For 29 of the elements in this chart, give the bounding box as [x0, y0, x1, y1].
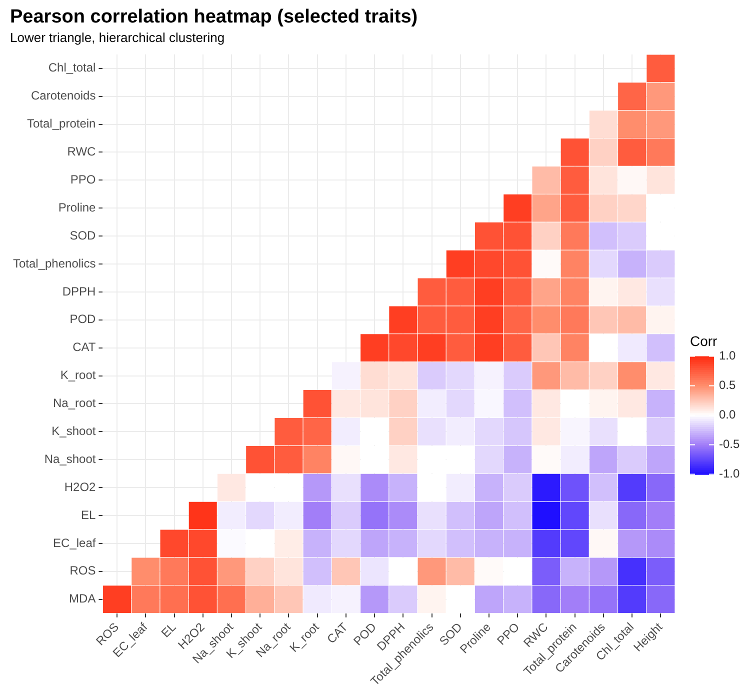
y-tick-label: POD — [70, 312, 96, 326]
color-bar-label: -1.0 — [719, 466, 740, 481]
y-tick-label: Total_protein — [27, 116, 96, 131]
y-tick-label: H2O2 — [64, 480, 96, 494]
color-bar-title: Corr — [690, 333, 718, 350]
color-bar-label: 1.0 — [719, 348, 736, 363]
x-tick-label: EL — [158, 620, 179, 640]
y-tick-label: MDA — [69, 592, 96, 606]
y-tick-label: K_root — [60, 368, 96, 382]
y-tick-label: ROS — [70, 564, 96, 578]
y-tick-label: Na_shoot — [44, 452, 96, 466]
y-tick-label: K_shoot — [52, 424, 96, 438]
y-tick-label: EC_leaf — [53, 536, 96, 550]
y-tick-label: EL — [81, 508, 96, 522]
y-tick-label: Carotenoids — [31, 88, 96, 103]
y-tick-label: Proline — [58, 200, 96, 214]
color-bar-label: 0.5 — [719, 378, 736, 392]
chart-title: Pearson correlation heatmap (selected traits) — [10, 6, 418, 28]
y-tick-label: CAT — [72, 340, 96, 354]
y-tick-label: Chl_total — [48, 60, 96, 75]
y-tick-label: Na_root — [53, 396, 96, 410]
y-tick-label: Total_phenolics — [12, 256, 96, 270]
color-bar-label: -0.5 — [719, 437, 740, 452]
color-bar-label: 0.0 — [719, 408, 736, 422]
y-tick-label: DPPH — [62, 284, 96, 298]
y-tick-label: PPO — [70, 172, 96, 186]
y-tick-label: SOD — [70, 228, 96, 242]
y-tick-label: RWC — [67, 144, 96, 159]
chart-subtitle: Lower triangle, hierarchical clustering — [10, 30, 225, 46]
